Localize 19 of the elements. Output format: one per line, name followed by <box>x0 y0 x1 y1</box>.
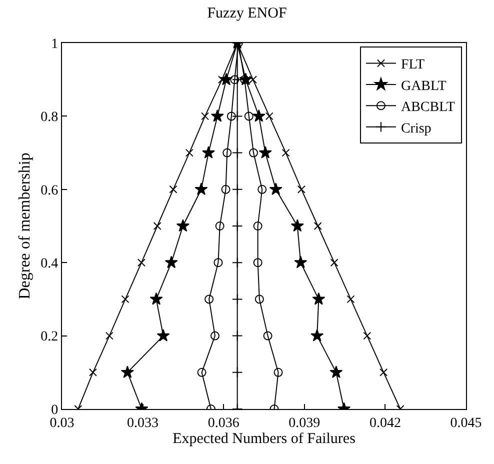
x-tick-label: 0.042 <box>369 416 401 431</box>
chart-title: Fuzzy ENOF <box>207 5 287 22</box>
y-tick-label: 0.4 <box>40 256 58 272</box>
y-tick-label: 0.2 <box>40 330 58 345</box>
x-axis-title: Expected Numbers of Failures <box>172 430 356 447</box>
legend-label: FLT <box>400 58 426 73</box>
x-tick-label: 0.03 <box>50 416 74 431</box>
y-axis-title: Degree of membership <box>16 152 34 300</box>
y-tick-label: 1 <box>51 36 58 52</box>
y-tick-label: 0 <box>51 402 58 418</box>
x-tick-label: 0.045 <box>450 416 482 431</box>
x-tick-label: 0.033 <box>127 416 159 431</box>
y-tick-label: 0.8 <box>40 110 58 126</box>
y-tick-label: 0.6 <box>40 183 58 198</box>
legend-label: Crisp <box>400 121 432 136</box>
legend-label: ABCBLT <box>400 100 456 116</box>
x-tick-label: 0.036 <box>208 416 240 431</box>
legend-label: GABLT <box>400 78 447 94</box>
x-tick-label: 0.039 <box>288 416 320 431</box>
